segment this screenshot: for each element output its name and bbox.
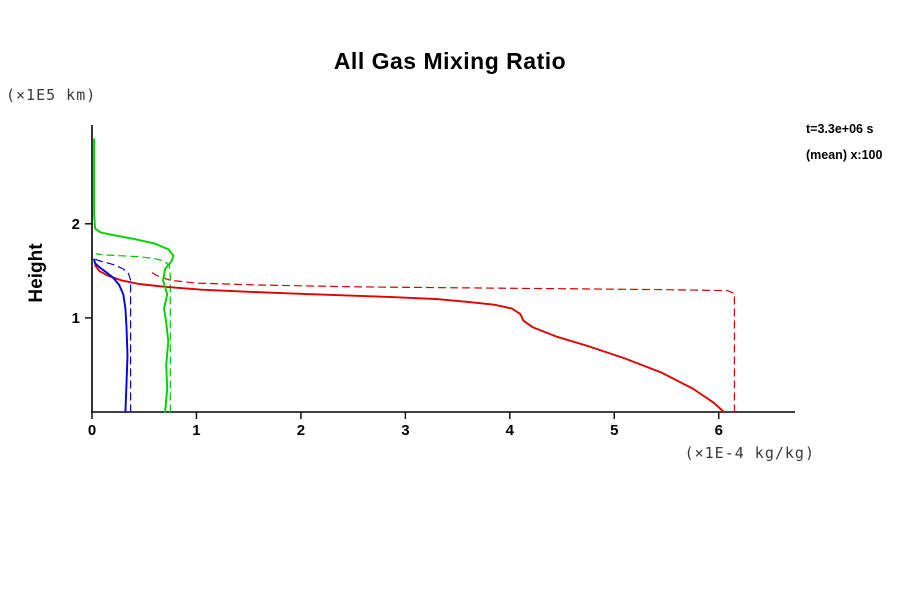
series-red-dashed <box>148 270 736 413</box>
series-green-dashed <box>95 253 171 413</box>
x-tick-label: 4 <box>506 422 515 439</box>
series-red-solid <box>94 264 725 413</box>
axis-lines <box>91 125 795 413</box>
x-axis-unit-label: (×1E-4 kg/kg) <box>684 444 815 462</box>
series-blue-dashed <box>93 258 132 413</box>
x-tick-label: 2 <box>297 422 305 439</box>
annotation-time: t=3.3e+06 s <box>806 122 874 136</box>
y-axis-unit-label: (×1E5 km) <box>6 86 97 104</box>
x-tick-label: 1 <box>192 422 200 439</box>
x-tick-label: 0 <box>88 422 96 439</box>
series-green-solid <box>93 138 175 413</box>
chart-title: All Gas Mixing Ratio <box>333 48 567 74</box>
x-tick-label: 5 <box>610 422 618 439</box>
annotation-mean: (mean) x:100 <box>806 148 883 162</box>
x-tick-label: 6 <box>715 422 723 439</box>
y-tick-label: 2 <box>72 216 80 233</box>
series-blue-solid <box>93 258 129 413</box>
x-tick-label: 3 <box>401 422 409 439</box>
y-tick-label: 1 <box>72 310 80 327</box>
